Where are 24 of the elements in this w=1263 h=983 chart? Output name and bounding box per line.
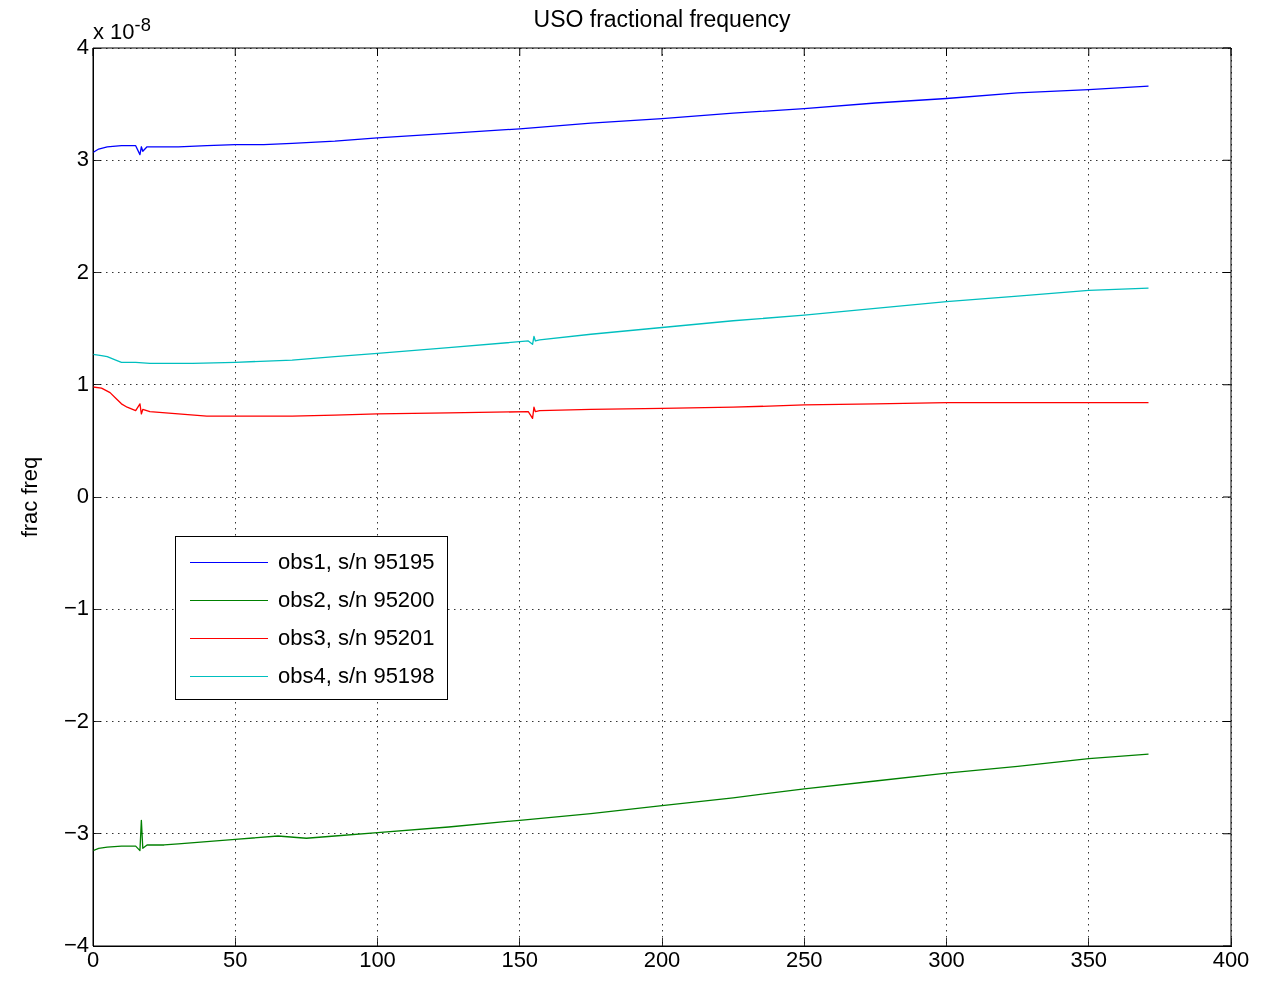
legend-label: obs1, s/n 95195 <box>278 549 435 575</box>
x-tick-label: 150 <box>501 947 539 973</box>
text: x 10$^{-8}$ <box>93 14 151 46</box>
y-tick-label: 4 <box>76 34 89 60</box>
x-tick-label: 50 <box>223 947 248 973</box>
y-tick-label: 3 <box>76 146 89 172</box>
y-tick-label: 0 <box>76 483 89 509</box>
y-tick-label: 2 <box>76 258 89 284</box>
x-tick-label: 250 <box>785 947 823 973</box>
x-tick-label: 400 <box>1212 947 1250 973</box>
legend-label: obs3, s/n 95201 <box>278 625 435 651</box>
legend-label: obs2, s/n 95200 <box>278 587 435 613</box>
x-tick-label: 350 <box>1070 947 1108 973</box>
y-tick-label: −1 <box>63 595 89 621</box>
x-tick-label: 100 <box>359 947 396 973</box>
y-axis-title: frac freq <box>17 456 43 538</box>
x-tick-label: 200 <box>643 947 681 973</box>
chart-title: USO fractional frequency <box>533 6 791 32</box>
x-tick-label: 300 <box>928 947 965 973</box>
y-tick-label: −3 <box>63 819 89 845</box>
legend-label: obs4, s/n 95198 <box>278 663 435 689</box>
y-tick-label: −2 <box>63 707 89 733</box>
y-tick-label: 1 <box>76 370 89 396</box>
y-tick-label: −4 <box>63 932 89 958</box>
